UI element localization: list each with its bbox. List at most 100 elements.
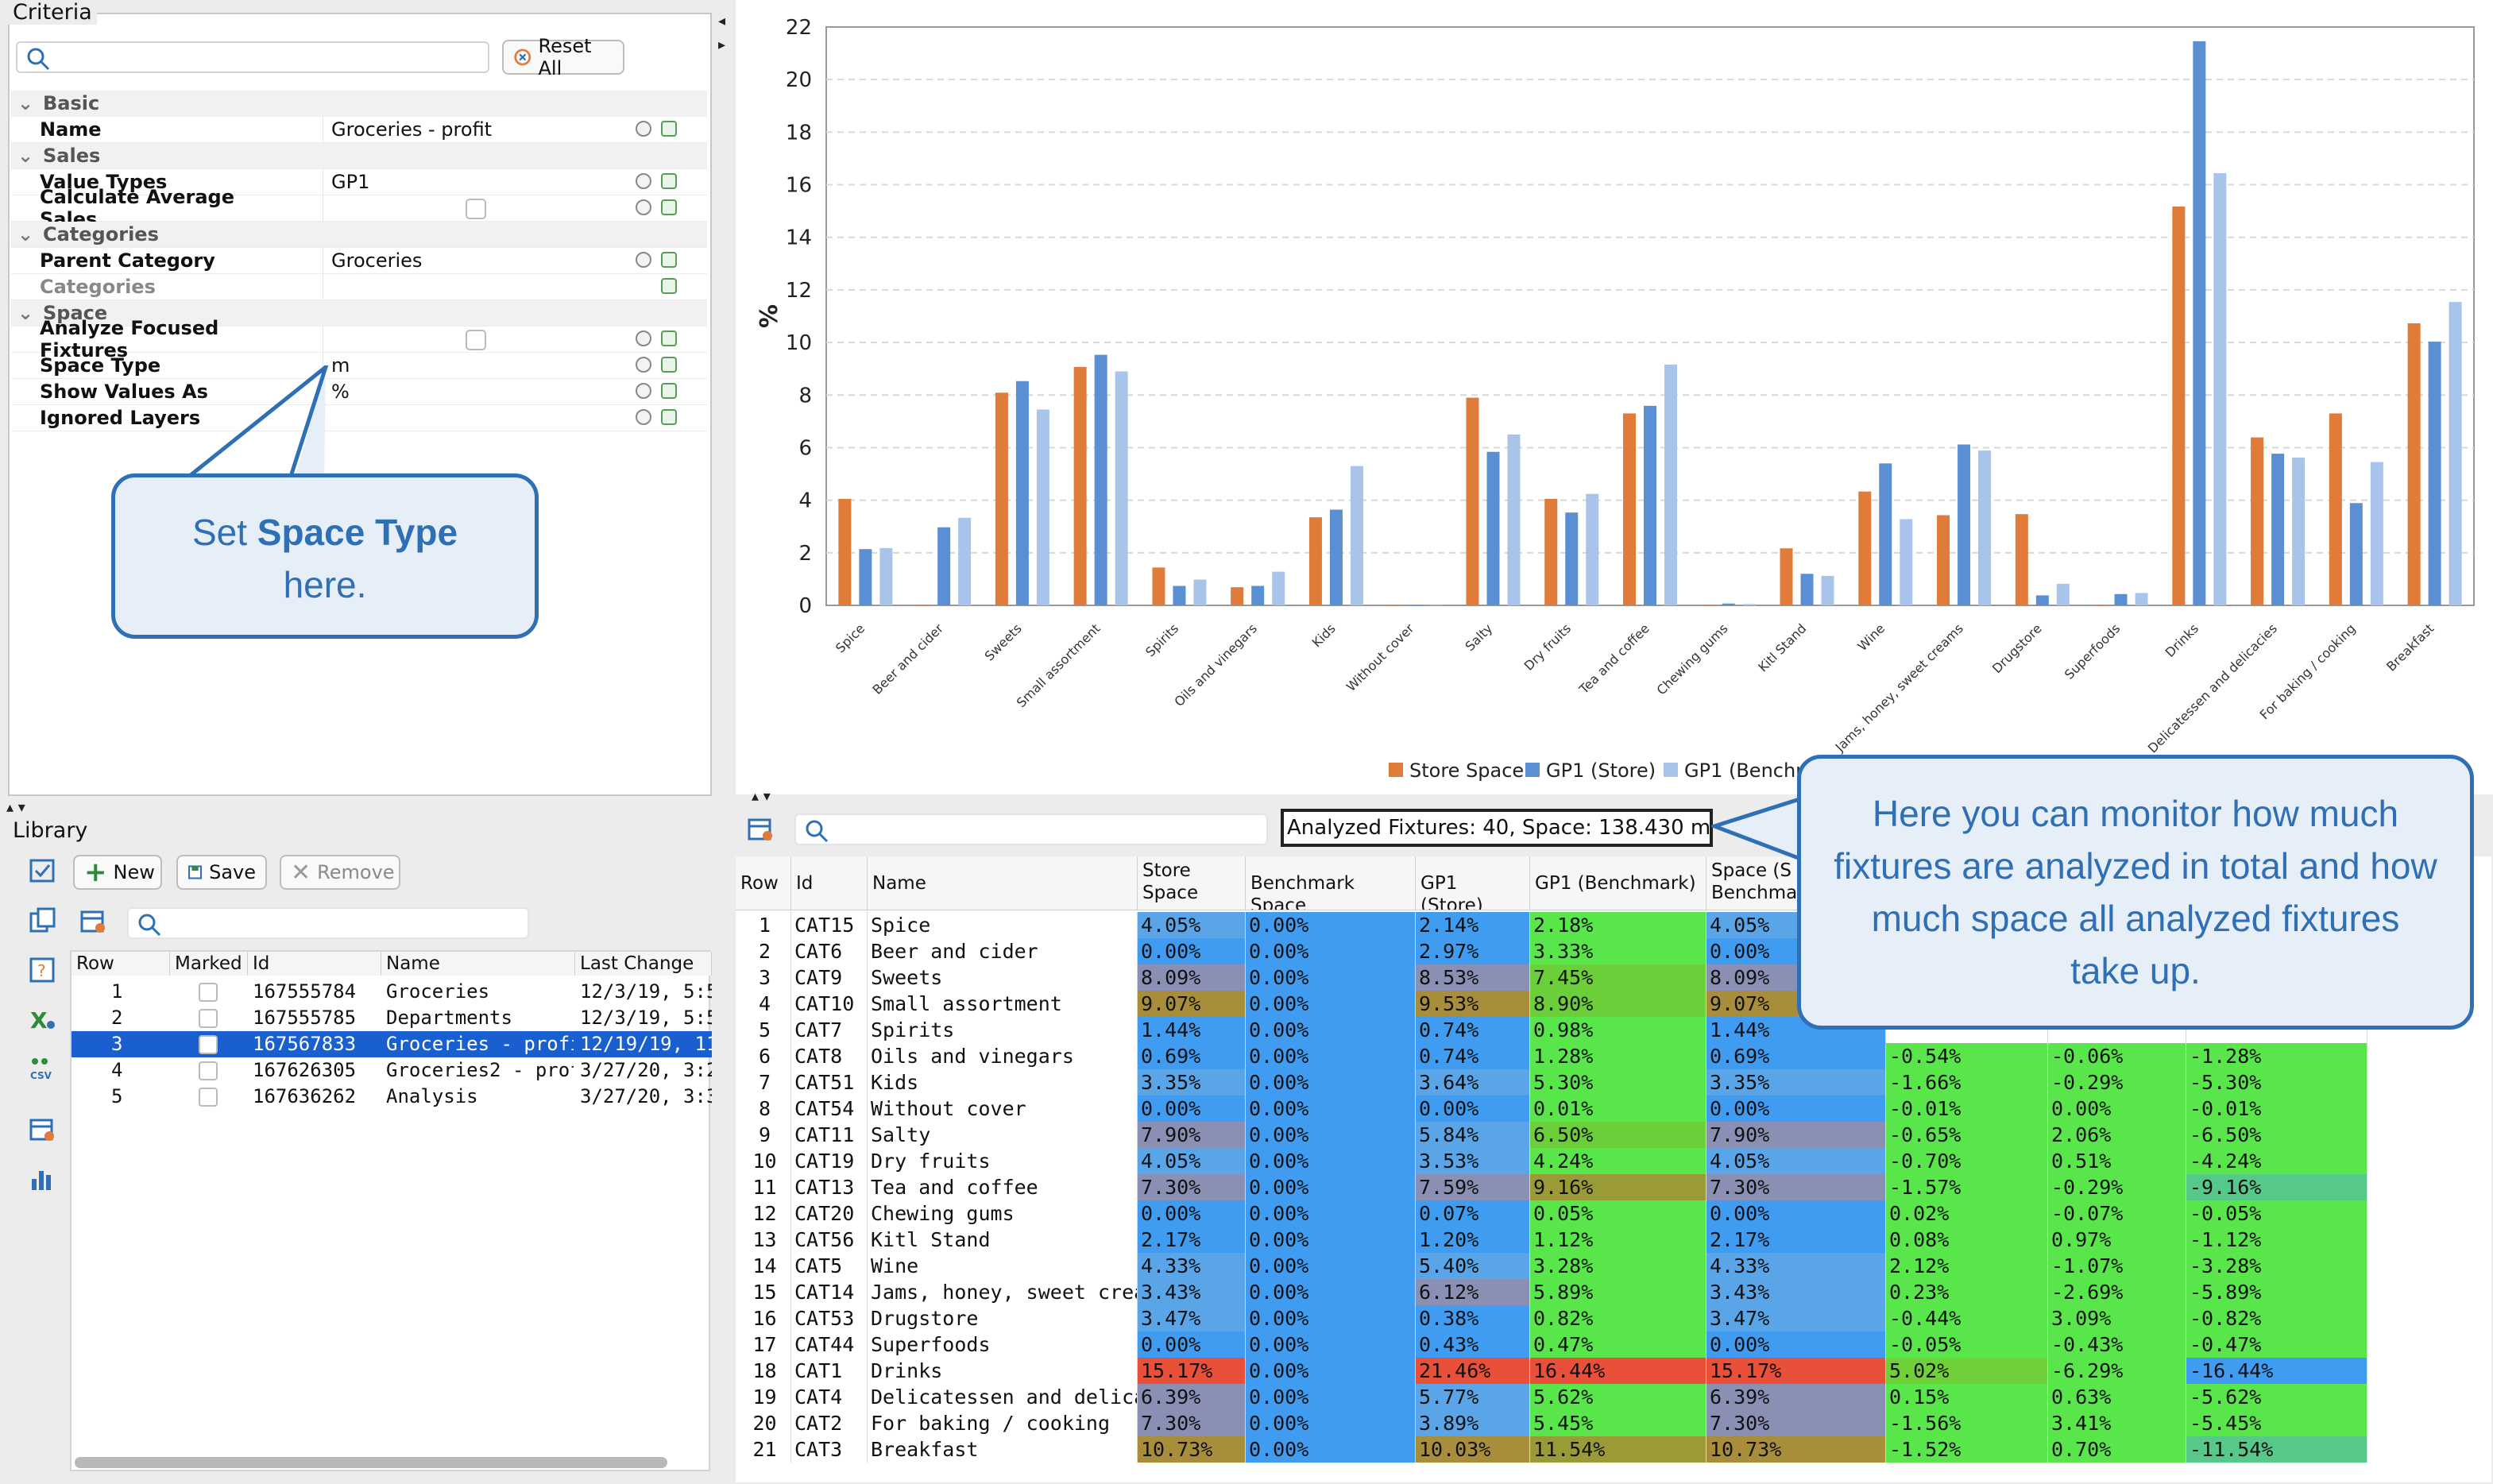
col-header-gp1-store[interactable]: GP1 (Store) (1416, 856, 1530, 910)
table-row[interactable]: 6 CAT8 Oils and vinegars 0.69% 0.00% 0.74% 1.2… (736, 1043, 2367, 1069)
edit-icon[interactable] (661, 409, 677, 425)
table-row[interactable]: 2 CAT6 Beer and cider 0.00% 0.00% 2.97% 3.33% 0… (736, 938, 2367, 964)
splitter-arrows[interactable]: ▴ ▾ (6, 799, 25, 816)
checklist-icon[interactable] (29, 858, 57, 885)
reset-value-icon[interactable] (636, 383, 651, 399)
horizontal-scrollbar[interactable] (75, 1457, 667, 1468)
bar-chart-icon[interactable] (29, 1166, 57, 1193)
prop-value[interactable]: Groceries (323, 248, 664, 273)
checkbox[interactable] (466, 199, 486, 219)
table-row[interactable]: 10 CAT19 Dry fruits 4.05% 0.00% 3.53% 4.24% 4.0… (736, 1148, 2367, 1174)
table-row[interactable]: 5 CAT7 Spirits 1.44% 0.00% 0.74% 0.98% 1.44% (736, 1017, 2367, 1043)
group-basic[interactable]: ⌄ Basic (11, 91, 707, 117)
table-row[interactable]: 21 CAT3 Breakfast 10.73% 0.00% 10.03% 11.54% 10… (736, 1436, 2367, 1463)
table-row[interactable]: 16 CAT53 Drugstore 3.47% 0.00% 0.38% 0.82% 3.47… (736, 1305, 2367, 1331)
checkbox[interactable] (466, 330, 486, 350)
col-header-benchmark-space[interactable]: Benchmark Space (1246, 856, 1416, 910)
reset-value-icon[interactable] (636, 199, 651, 215)
reset-value-icon[interactable] (636, 409, 651, 425)
table-row[interactable]: 18 CAT1 Drinks 15.17% 0.00% 21.46% 16.44% 15.17… (736, 1358, 2367, 1384)
reset-value-icon[interactable] (636, 173, 651, 189)
table-row[interactable]: 8 CAT54 Without cover 0.00% 0.00% 0.00% 0.01% 0… (736, 1096, 2367, 1122)
table-row[interactable]: 5 167636262 Analysis 3/27/20, 3:3 (72, 1084, 712, 1110)
edit-icon[interactable] (661, 330, 677, 346)
marked-checkbox[interactable] (199, 1088, 218, 1107)
group-categories[interactable]: ⌄ Categories (11, 222, 707, 248)
table-row[interactable]: 9 CAT11 Salty 7.90% 0.00% 5.84% 6.50% 7.90% -0.6… (736, 1122, 2367, 1148)
grid-splitter-arrows[interactable]: ▴ ▾ (752, 788, 771, 805)
edit-icon[interactable] (661, 121, 677, 137)
table-settings-icon[interactable] (79, 909, 108, 936)
col-header-row[interactable]: Row (72, 952, 170, 976)
group-space[interactable]: ⌄ Space (11, 300, 707, 327)
table-settings-icon[interactable] (29, 1117, 57, 1144)
criteria-search-input[interactable] (16, 41, 489, 73)
table-row[interactable]: 3 CAT9 Sweets 8.09% 0.00% 8.53% 7.45% 8.09% (736, 964, 2367, 991)
table-row[interactable]: 7 CAT51 Kids 3.35% 0.00% 3.64% 5.30% 3.35% -1.66… (736, 1069, 2367, 1096)
remove-button[interactable]: ✕ Remove (280, 855, 400, 890)
copy-icon[interactable] (29, 907, 57, 934)
table-row[interactable]: 17 CAT44 Superfoods 0.00% 0.00% 0.43% 0.47% 0.0… (736, 1331, 2367, 1358)
prop-row-value-types[interactable]: Value Types GP1 (11, 169, 707, 195)
prop-row-show-values-as[interactable]: Show Values As% (11, 379, 707, 405)
edit-icon[interactable] (661, 252, 677, 268)
prop-value[interactable]: GP1 (323, 169, 664, 195)
reset-value-icon[interactable] (636, 121, 651, 137)
edit-icon[interactable] (661, 383, 677, 399)
reset-all-button[interactable]: Reset All (502, 35, 624, 79)
col-header-marked[interactable]: Marked (170, 952, 248, 976)
col-header-id[interactable]: Id (248, 952, 381, 976)
prop-row-space-type[interactable]: Space Type m (11, 353, 707, 379)
table-row[interactable]: 1 CAT15 Spice 4.05% 0.00% 2.14% 2.18% 4.05% (736, 912, 2367, 938)
col-header-store-space[interactable]: Store Space (1138, 856, 1246, 910)
group-sales[interactable]: ⌄ Sales (11, 143, 707, 169)
marked-checkbox[interactable] (199, 1061, 218, 1080)
table-row[interactable]: 2 167555785 Departments 12/3/19, 5:5 (72, 1005, 712, 1031)
prop-row-calc-avg[interactable]: Calculate Average Sales (11, 186, 707, 230)
marked-checkbox[interactable] (199, 1035, 218, 1054)
marked-checkbox[interactable] (199, 983, 218, 1002)
edit-icon[interactable] (661, 278, 677, 294)
prop-row-focused-fixtures[interactable]: Analyze Focused Fixtures (11, 317, 707, 361)
vertical-splitter-arrows[interactable]: ◂ ▸ (718, 13, 726, 53)
col-header-id[interactable]: Id (791, 856, 868, 910)
prop-row-parent-category[interactable]: Parent Category Groceries (11, 248, 707, 274)
edit-icon[interactable] (661, 173, 677, 189)
table-row[interactable]: 14 CAT5 Wine 4.33% 0.00% 5.40% 3.28% 4.33% 2.12%… (736, 1253, 2367, 1279)
prop-value[interactable]: Groceries - profit (323, 117, 664, 142)
col-header-name[interactable]: Name (381, 952, 575, 976)
col-header-name[interactable]: Name (868, 856, 1138, 910)
col-header-last-change[interactable]: Last Change (575, 952, 712, 976)
csv-export-icon[interactable]: CSV (29, 1055, 57, 1082)
table-settings-icon[interactable] (747, 817, 775, 844)
reset-value-icon[interactable] (636, 330, 651, 346)
col-header-gp1-benchmark[interactable]: GP1 (Benchmark) (1530, 856, 1706, 910)
table-row[interactable]: 4 CAT10 Small assortment 9.07% 0.00% 9.53% 8.9… (736, 991, 2367, 1017)
prop-value[interactable] (323, 405, 664, 431)
save-button[interactable]: Save (176, 855, 267, 890)
library-search-input[interactable] (127, 907, 529, 939)
edit-icon[interactable] (661, 357, 677, 373)
reset-value-icon[interactable] (636, 252, 651, 268)
prop-row-name[interactable]: Name Groceries - profit (11, 117, 707, 143)
table-row[interactable]: 1 167555784 Groceries 12/3/19, 5:5 (72, 979, 712, 1005)
prop-value[interactable]: m (323, 353, 664, 378)
grid-search-input[interactable] (794, 813, 1268, 845)
table-row[interactable]: 11 CAT13 Tea and coffee 7.30% 0.00% 7.59% 9.16… (736, 1174, 2367, 1200)
table-row[interactable]: 12 CAT20 Chewing gums 0.00% 0.00% 0.07% 0.05% 0… (736, 1200, 2367, 1227)
table-row[interactable]: 4 167626305 Groceries2 - profit 3/27/20,… (72, 1057, 712, 1084)
prop-row-ignored-layers[interactable]: Ignored Layers (11, 405, 707, 431)
prop-value[interactable]: % (323, 379, 664, 404)
excel-export-icon[interactable]: X (29, 1006, 57, 1033)
table-row-selected[interactable]: 3 167567833 Groceries - profit 12/19/19,… (72, 1031, 712, 1057)
table-row[interactable]: 13 CAT56 Kitl Stand 2.17% 0.00% 1.20% 1.12% 2.1… (736, 1227, 2367, 1253)
col-header-row[interactable]: Row (736, 856, 791, 910)
help-icon[interactable]: ? (29, 956, 57, 984)
prop-row-categories[interactable]: Categories (11, 274, 707, 300)
table-row[interactable]: 20 CAT2 For baking / cooking 7.30% 0.00% 3.89… (736, 1410, 2367, 1436)
marked-checkbox[interactable] (199, 1009, 218, 1028)
new-button[interactable]: + New (73, 855, 162, 890)
edit-icon[interactable] (661, 199, 677, 215)
